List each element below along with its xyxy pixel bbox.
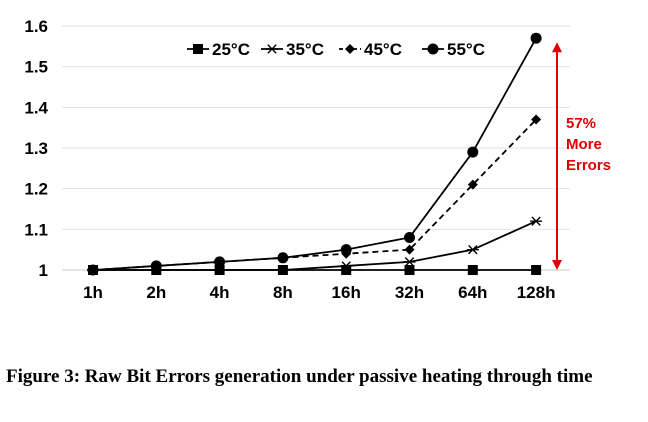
legend-marker-45C: [345, 44, 355, 54]
y-tick-label: 1.6: [24, 17, 48, 36]
x-axis-ticks: 1h 2h 4h 8h 16h 32h 64h 128h: [83, 283, 555, 302]
data-point-55C: [530, 32, 542, 44]
x-tick-label: 1h: [83, 283, 103, 302]
y-tick-label: 1.1: [24, 220, 48, 239]
legend-marker-25C: [193, 44, 203, 54]
data-point-55C: [277, 252, 289, 264]
gridlines: [62, 25, 570, 271]
x-tick-label: 16h: [332, 283, 361, 302]
annotation-text-line: More: [566, 136, 602, 153]
legend: 25°C 35°C 45°C 55°C: [187, 40, 485, 59]
x-tick-label: 128h: [517, 283, 556, 302]
legend-label-45C: 45°C: [364, 40, 402, 59]
x-tick-label: 4h: [210, 283, 230, 302]
data-point-35C: [466, 244, 479, 255]
series-group: [87, 32, 543, 276]
y-tick-label: 1: [39, 261, 48, 280]
data-point-55C: [404, 231, 415, 243]
data-point-55C: [214, 256, 226, 268]
x-tick-label: 2h: [146, 283, 166, 302]
data-point-25C: [531, 265, 542, 275]
data-point-25C: [341, 265, 352, 275]
line-chart: 1 1.1 1.2 1.3 1.4 1.5 1.6 1h 2h 4h 8h 16h 32h 64h 128…: [24, 17, 611, 302]
data-point-45C: [404, 244, 415, 255]
data-point-55C: [467, 146, 479, 158]
data-point-55C: [150, 260, 162, 272]
y-tick-label: 1.4: [24, 98, 48, 117]
data-point-35C: [340, 261, 353, 271]
data-point-35C: [530, 216, 543, 226]
legend-label-35C: 35°C: [286, 40, 324, 59]
series-line-35C: [93, 220, 537, 271]
data-point-35C: [276, 265, 289, 275]
legend-marker-55C: [427, 43, 439, 55]
annotation-arrow-head-top: [552, 42, 562, 53]
data-point-35C: [403, 257, 416, 267]
legend-marker-35C: [266, 44, 278, 54]
y-tick-label: 1.3: [24, 139, 48, 158]
annotation: 57% More Errors: [552, 42, 611, 270]
x-tick-label: 8h: [273, 283, 293, 302]
y-tick-label: 1.5: [24, 58, 48, 77]
data-point-35C: [213, 265, 226, 275]
legend-label-55C: 55°C: [447, 40, 485, 59]
x-tick-label: 32h: [395, 283, 424, 302]
y-axis-ticks: 1 1.1 1.2 1.3 1.4 1.5 1.6: [24, 17, 48, 280]
annotation-arrow-head-bottom: [552, 260, 562, 270]
y-tick-label: 1.2: [24, 180, 48, 199]
legend-label-25C: 25°C: [212, 40, 250, 59]
annotation-text-line: Errors: [566, 157, 611, 174]
figure-caption: Figure 3: Raw Bit Errors generation unde…: [6, 366, 593, 387]
data-point-45C: [467, 179, 478, 190]
data-point-55C: [87, 264, 99, 276]
data-point-25C: [467, 265, 478, 275]
series-line-55C: [92, 37, 537, 271]
data-point-55C: [340, 244, 352, 256]
data-point-25C: [404, 265, 415, 275]
annotation-text-line: 57%: [566, 115, 596, 132]
x-tick-label: 64h: [458, 283, 487, 302]
data-point-45C: [531, 114, 542, 125]
